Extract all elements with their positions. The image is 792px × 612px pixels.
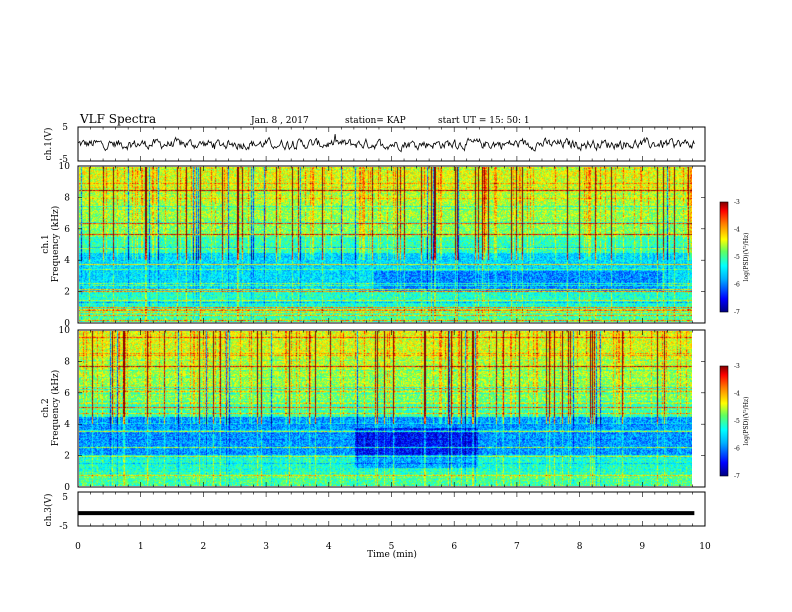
y-tick-label: 6 bbox=[64, 389, 70, 399]
ch2-colorbar-gradient bbox=[719, 365, 729, 477]
ch2-colorbar-label: log(PSD)(V²/Hz) bbox=[743, 397, 750, 446]
ch1-waveform-panel: 5 -5 ch.1(V) bbox=[43, 123, 706, 165]
ch1-ytick-top: 5 bbox=[62, 123, 68, 133]
y-tick-label: 8 bbox=[64, 193, 70, 203]
colorbar-tick-label: -6 bbox=[734, 282, 740, 289]
ch1-ytick-bottom: -5 bbox=[59, 155, 68, 165]
ch2-spectrogram-canvas-holder bbox=[79, 331, 692, 486]
colorbar-tick-label: -5 bbox=[734, 418, 740, 425]
colorbar-tick-label: -7 bbox=[734, 309, 740, 316]
colorbar-tick-label: -6 bbox=[734, 446, 740, 453]
colorbar-tick-label: -3 bbox=[734, 199, 740, 206]
header-station: station= KAP bbox=[345, 116, 406, 126]
ch1-colorbar-gradient bbox=[719, 201, 729, 313]
ch2-colorbar-tick-labels: -3 -4 -5 -6 -7 bbox=[734, 363, 740, 480]
ch1-spectrogram-ytick-labels: 0 2 4 6 8 10 bbox=[59, 162, 705, 329]
x-tick-label: 8 bbox=[577, 542, 583, 552]
y-tick-label: 2 bbox=[64, 288, 70, 298]
ch3-waveform-ylabel: ch.3(V) bbox=[43, 494, 54, 527]
ch2-spectrogram-ytick-labels: 0 2 4 6 8 10 bbox=[59, 326, 705, 493]
y-tick-label: 0 bbox=[64, 483, 70, 493]
y-tick-label: 2 bbox=[64, 452, 70, 462]
header-start-time: start UT = 15: 50: 1 bbox=[438, 116, 530, 126]
ch2-spectrogram-panel: 0 2 4 6 8 10 ch.2 Frequency (kHz) bbox=[41, 326, 706, 493]
ch1-spectrogram-heatmap bbox=[79, 167, 692, 322]
x-tick-label: 3 bbox=[263, 542, 269, 552]
y-tick-label: 4 bbox=[64, 420, 70, 430]
colorbar-tick-label: -4 bbox=[734, 227, 740, 234]
x-tick-label: 1 bbox=[138, 542, 144, 552]
ch1-colorbar-tick-labels: -3 -4 -5 -6 -7 bbox=[734, 199, 740, 316]
colorbar-tick-label: -3 bbox=[734, 363, 740, 370]
x-axis-tick-labels: 0 1 2 3 4 5 6 7 8 9 10 bbox=[75, 542, 711, 552]
ch2-spectrogram-heatmap bbox=[79, 331, 692, 486]
ch1-spectrogram-canvas-holder bbox=[79, 167, 692, 322]
x-tick-label: 6 bbox=[451, 542, 457, 552]
ch2-spectrogram-ylabel-channel: ch.2 bbox=[41, 398, 51, 417]
y-tick-label: 10 bbox=[59, 162, 71, 172]
y-tick-label: 4 bbox=[64, 256, 70, 266]
ch1-waveform-ticks bbox=[77, 127, 706, 161]
ch3-waveform-frame bbox=[77, 491, 706, 527]
ch1-waveform-trace bbox=[77, 133, 695, 153]
x-tick-label: 7 bbox=[514, 542, 520, 552]
ch3-waveform-panel: 5 -5 ch.3(V) bbox=[43, 491, 706, 532]
x-tick-label: 4 bbox=[326, 542, 332, 552]
colorbar-tick-label: -7 bbox=[734, 473, 740, 480]
colorbar-tick-label: -5 bbox=[734, 254, 740, 261]
colorbar-tick-label: -4 bbox=[734, 391, 740, 398]
ch1-spectrogram-ticks bbox=[77, 166, 706, 323]
y-tick-label: 8 bbox=[64, 357, 70, 367]
ch1-spectrogram-ylabel-channel: ch.1 bbox=[41, 234, 51, 253]
ch3-ytick-bottom: -5 bbox=[59, 522, 68, 532]
ch1-spectrogram-ylabel-frequency: Frequency (kHz) bbox=[50, 206, 61, 283]
x-tick-label: 10 bbox=[699, 542, 711, 552]
ch1-colorbar: -3 -4 -5 -6 -7 log(PSD)(V²/Hz) bbox=[719, 199, 750, 316]
x-tick-label: 9 bbox=[639, 542, 645, 552]
ch1-spectrogram-panel: 0 2 4 6 8 10 ch.1 Frequency (kHz) bbox=[41, 162, 706, 329]
ch3-waveform-ticks bbox=[77, 492, 706, 526]
x-tick-label: 5 bbox=[389, 542, 395, 552]
ch2-spectrogram-ticks bbox=[77, 330, 706, 487]
figure-title: VLF Spectra bbox=[79, 112, 156, 126]
x-axis-label: Time (min) bbox=[367, 549, 417, 560]
y-tick-label: 0 bbox=[64, 319, 70, 329]
y-tick-label: 10 bbox=[59, 326, 71, 336]
x-tick-label: 2 bbox=[201, 542, 207, 552]
ch2-spectrogram-ylabel-frequency: Frequency (kHz) bbox=[50, 370, 61, 447]
x-tick-label: 0 bbox=[75, 542, 81, 552]
ch1-colorbar-label: log(PSD)(V²/Hz) bbox=[743, 233, 750, 282]
y-tick-label: 6 bbox=[64, 225, 70, 235]
ch3-ytick-top: 5 bbox=[62, 493, 68, 503]
header-date: Jan. 8 , 2017 bbox=[250, 116, 309, 126]
ch2-colorbar: -3 -4 -5 -6 -7 log(PSD)(V²/Hz) bbox=[719, 363, 750, 480]
ch1-waveform-ylabel: ch.1(V) bbox=[43, 128, 54, 161]
